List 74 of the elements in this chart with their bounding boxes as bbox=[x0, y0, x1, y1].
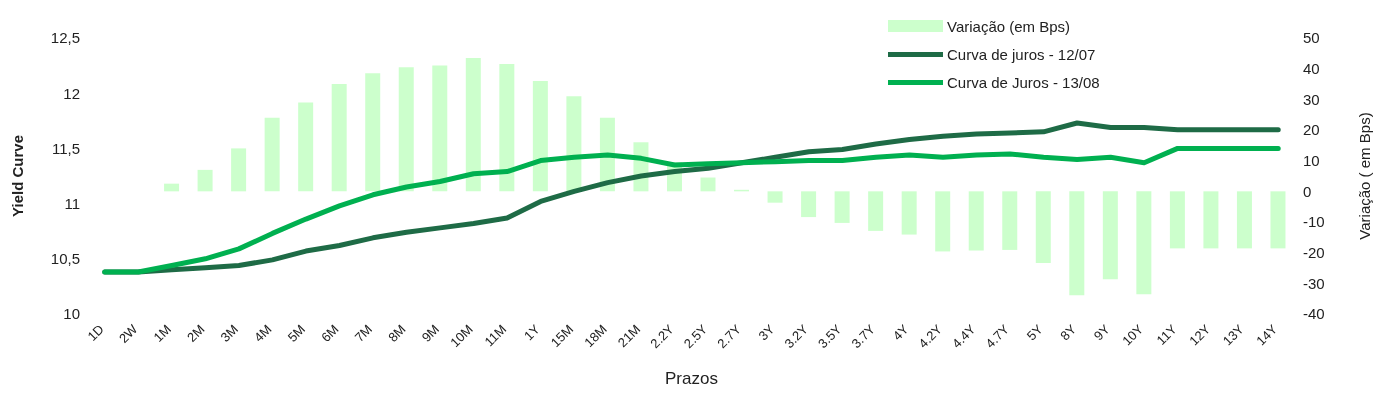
x-tick-label: 7M bbox=[351, 321, 376, 345]
bar bbox=[968, 191, 984, 251]
legend-label: Curva de Juros - 13/08 bbox=[947, 73, 1100, 91]
x-tick-label: 8Y bbox=[1057, 321, 1080, 344]
bar bbox=[1169, 191, 1185, 249]
bar bbox=[432, 65, 448, 192]
x-tick-label: 2M bbox=[184, 321, 208, 345]
legend-label: Variação (em Bps) bbox=[947, 17, 1071, 35]
x-tick-label: 14Y bbox=[1253, 321, 1281, 349]
bar bbox=[398, 67, 414, 192]
x-tick-label: 13Y bbox=[1219, 321, 1248, 349]
y2-tick-label: 20 bbox=[1303, 121, 1320, 139]
x-tick-label: 4M bbox=[251, 321, 275, 345]
x-tick-label: 12Y bbox=[1186, 321, 1214, 349]
x-tick-label: 9Y bbox=[1090, 321, 1113, 344]
bar bbox=[901, 191, 917, 235]
x-tick-label: 5M bbox=[284, 321, 309, 345]
bar bbox=[566, 96, 582, 192]
y2-tick-label: 50 bbox=[1303, 29, 1320, 47]
x-tick-label: 5Y bbox=[1023, 321, 1046, 344]
bar bbox=[767, 191, 783, 203]
y-tick-label: 10 bbox=[63, 305, 80, 323]
bar bbox=[298, 102, 314, 192]
bar bbox=[700, 177, 716, 192]
y2-tick-label: 30 bbox=[1303, 90, 1320, 108]
y2-tick-label: -30 bbox=[1303, 274, 1325, 292]
x-tick-label: 11Y bbox=[1153, 321, 1180, 348]
x-tick-label: 6M bbox=[318, 321, 342, 345]
x-tick-label: 10Y bbox=[1119, 321, 1147, 349]
bar bbox=[532, 80, 548, 192]
x-tick-label: 9M bbox=[418, 321, 443, 345]
y-tick-label: 12,5 bbox=[50, 29, 80, 47]
x-tick-label: 8M bbox=[385, 321, 409, 345]
y2-tick-label: -10 bbox=[1303, 213, 1325, 231]
y-tick-label: 11,5 bbox=[51, 139, 80, 157]
bar bbox=[1035, 191, 1051, 264]
y2-tick-label: 40 bbox=[1303, 59, 1320, 77]
y-axis-title: Yield Curve bbox=[9, 135, 27, 217]
x-axis-title: Prazos bbox=[665, 369, 718, 388]
bar bbox=[868, 191, 884, 231]
x-tick-label: 1D bbox=[84, 321, 107, 344]
legend-label: Curva de juros - 12/07 bbox=[947, 45, 1096, 63]
x-tick-label: 3M bbox=[217, 321, 241, 345]
bar bbox=[801, 191, 817, 218]
bar bbox=[365, 73, 381, 192]
bar bbox=[197, 169, 213, 192]
bar bbox=[1102, 191, 1118, 280]
y2-tick-label: -40 bbox=[1303, 305, 1325, 323]
x-tick-label: 1Y bbox=[520, 321, 543, 344]
bar bbox=[1270, 191, 1286, 249]
bar bbox=[1236, 191, 1252, 249]
bar bbox=[465, 57, 481, 192]
y-tick-label: 12 bbox=[63, 84, 80, 102]
bar bbox=[164, 183, 180, 192]
bar bbox=[1136, 191, 1152, 295]
bar bbox=[264, 117, 280, 192]
bar bbox=[231, 148, 247, 192]
y2-axis-title: Variação ( em Bps) bbox=[1356, 112, 1374, 240]
bar bbox=[1002, 191, 1018, 250]
y-tick-label: 10,5 bbox=[50, 250, 80, 268]
y2-tick-label: 0 bbox=[1303, 182, 1312, 200]
x-tick-label: 2W bbox=[116, 321, 141, 346]
x-tick-label: 4Y bbox=[889, 321, 912, 344]
y-tick-label: 11 bbox=[64, 194, 80, 212]
x-tick-label: 3Y bbox=[755, 321, 778, 344]
bar bbox=[1069, 191, 1085, 296]
bar bbox=[499, 64, 515, 192]
bar bbox=[1203, 191, 1219, 249]
bar bbox=[331, 84, 347, 192]
bar bbox=[935, 191, 951, 252]
y2-tick-label: 10 bbox=[1303, 151, 1320, 169]
x-tick-label: 1M bbox=[150, 321, 174, 345]
bar bbox=[834, 191, 850, 223]
y2-tick-label: -20 bbox=[1303, 243, 1325, 261]
